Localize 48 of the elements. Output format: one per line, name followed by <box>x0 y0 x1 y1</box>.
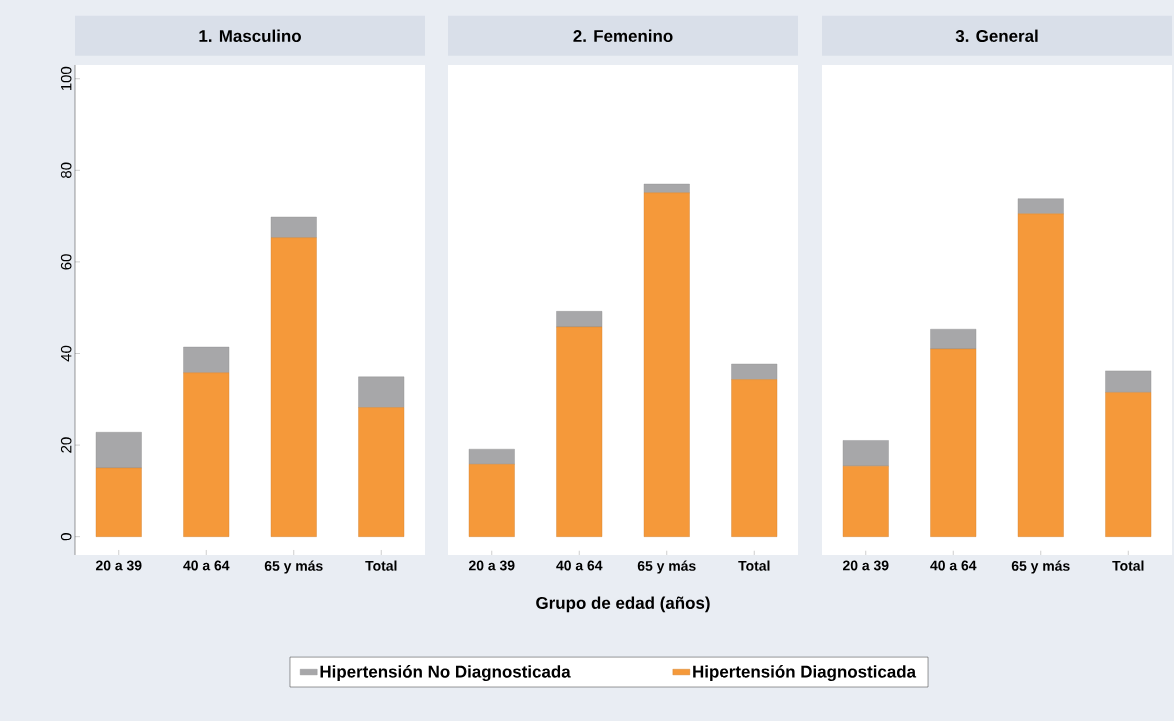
bar <box>643 192 690 537</box>
chart-title: 2. Femenino <box>573 29 673 43</box>
x-tick-label: 40 a 64 <box>930 560 977 571</box>
bar <box>358 376 405 408</box>
chart-title: 3. General <box>955 29 1038 43</box>
legend-label: Hipertensión Diagnosticada <box>693 665 917 682</box>
bar <box>556 311 603 328</box>
bar <box>270 216 317 238</box>
x-tick-label: 40 a 64 <box>556 560 603 571</box>
y-tick-label: 40 <box>60 345 72 362</box>
bar <box>842 440 889 467</box>
bar <box>183 372 230 537</box>
y-tick-label: 100 <box>60 66 72 91</box>
x-tick-label: 20 a 39 <box>842 560 889 571</box>
y-tick-label: 80 <box>60 162 72 178</box>
bar <box>183 346 230 373</box>
bar <box>95 467 142 537</box>
y-tick-label: 20 <box>60 437 72 453</box>
x-axis-title: Grupo de edad (años) <box>536 596 710 613</box>
x-tick-label: 65 y más <box>264 560 323 574</box>
bar <box>731 379 778 537</box>
bar <box>270 237 317 537</box>
bar <box>1105 370 1152 393</box>
bar <box>1105 392 1152 537</box>
x-tick-label: 40 a 64 <box>183 560 230 571</box>
bar <box>468 449 515 465</box>
bar <box>556 326 603 537</box>
bar <box>930 348 977 537</box>
bar <box>731 363 778 380</box>
y-tick-label: 60 <box>60 254 72 270</box>
x-tick-label: 65 y más <box>1011 560 1070 574</box>
x-tick-label: 20 a 39 <box>468 560 515 571</box>
x-tick-label: Total <box>365 560 397 571</box>
x-tick-label: Total <box>1112 560 1144 571</box>
x-tick-label: 20 a 39 <box>95 560 142 571</box>
bar <box>842 465 889 537</box>
bar <box>468 464 515 537</box>
bar <box>930 329 977 350</box>
legend-label: Hipertensión No Diagnosticada <box>320 665 571 682</box>
chart-title: 1. Masculino <box>199 29 301 43</box>
bar <box>1017 198 1064 215</box>
bar <box>1017 213 1064 537</box>
bar <box>358 407 405 537</box>
x-tick-label: Total <box>738 560 770 571</box>
bar <box>95 432 142 469</box>
bar <box>643 183 690 193</box>
y-tick-label: 0 <box>60 533 72 541</box>
x-tick-label: 65 y más <box>637 560 696 574</box>
